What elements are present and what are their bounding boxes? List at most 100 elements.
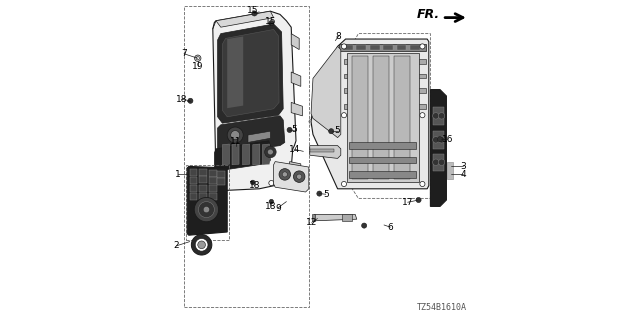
Polygon shape [291,102,302,116]
Polygon shape [343,45,353,50]
Circle shape [227,127,243,143]
Polygon shape [209,177,216,184]
Text: 7: 7 [181,49,187,58]
Circle shape [198,241,205,249]
Polygon shape [274,162,309,192]
Polygon shape [430,90,447,206]
Polygon shape [370,45,380,50]
Polygon shape [314,214,357,221]
Polygon shape [344,74,426,78]
Polygon shape [209,170,216,177]
Circle shape [252,11,257,16]
Circle shape [279,169,291,180]
Circle shape [196,57,200,60]
Circle shape [342,44,347,49]
Polygon shape [218,116,285,154]
Polygon shape [349,157,416,163]
Text: 9: 9 [275,204,280,212]
Circle shape [268,149,273,155]
Circle shape [438,113,445,119]
Text: 18: 18 [176,95,188,104]
Circle shape [287,127,292,132]
Polygon shape [187,166,227,235]
Circle shape [195,55,201,61]
Text: 5: 5 [323,190,328,199]
Circle shape [220,179,225,184]
Circle shape [191,235,212,255]
Circle shape [297,174,302,179]
Circle shape [204,206,210,213]
Polygon shape [189,193,197,200]
Polygon shape [217,178,225,185]
Text: 16: 16 [442,135,453,144]
Polygon shape [433,107,444,125]
Polygon shape [200,193,207,200]
Circle shape [231,131,239,140]
Text: 15: 15 [265,17,276,26]
Circle shape [198,202,214,218]
Circle shape [416,197,421,203]
Text: 5: 5 [335,126,340,135]
Text: 14: 14 [289,145,301,154]
Text: 8: 8 [336,32,341,41]
Polygon shape [200,169,207,176]
Polygon shape [209,193,216,200]
Polygon shape [344,104,426,109]
Polygon shape [189,185,197,192]
Circle shape [265,146,276,158]
Circle shape [342,181,347,187]
Polygon shape [349,171,416,178]
Polygon shape [310,146,340,158]
Text: 17: 17 [402,198,413,207]
Polygon shape [223,29,279,117]
Circle shape [317,191,322,196]
Polygon shape [372,56,389,179]
Polygon shape [227,36,243,108]
Circle shape [293,171,305,182]
Polygon shape [394,56,410,179]
Polygon shape [383,45,393,50]
Text: 11: 11 [230,137,242,146]
Text: 18: 18 [249,181,260,190]
Polygon shape [349,142,416,149]
Circle shape [188,98,193,103]
Text: 5: 5 [291,125,296,134]
Circle shape [269,180,274,186]
Polygon shape [342,214,352,221]
Circle shape [433,159,439,165]
Circle shape [433,137,439,143]
Polygon shape [262,144,269,165]
Polygon shape [433,154,444,171]
Polygon shape [216,11,274,27]
Circle shape [269,199,274,204]
Polygon shape [352,56,368,179]
Polygon shape [189,169,197,176]
Polygon shape [311,46,340,138]
Polygon shape [223,144,230,165]
Polygon shape [218,24,283,123]
Polygon shape [290,162,301,170]
Polygon shape [253,144,260,165]
Polygon shape [433,131,444,149]
Polygon shape [232,144,239,165]
Polygon shape [189,177,197,184]
Polygon shape [217,171,225,178]
Circle shape [195,197,219,222]
Polygon shape [347,53,419,182]
Polygon shape [248,131,270,142]
Circle shape [438,137,443,142]
Circle shape [433,113,439,119]
Polygon shape [200,176,207,183]
Text: 15: 15 [247,6,259,15]
Polygon shape [291,72,301,86]
Circle shape [362,223,367,228]
Polygon shape [410,45,420,50]
Text: 12: 12 [306,218,317,227]
Polygon shape [344,88,426,93]
Circle shape [342,113,347,118]
Circle shape [420,181,425,187]
Polygon shape [344,59,426,64]
Text: 6: 6 [388,223,393,232]
Polygon shape [447,162,453,179]
Circle shape [420,44,425,49]
